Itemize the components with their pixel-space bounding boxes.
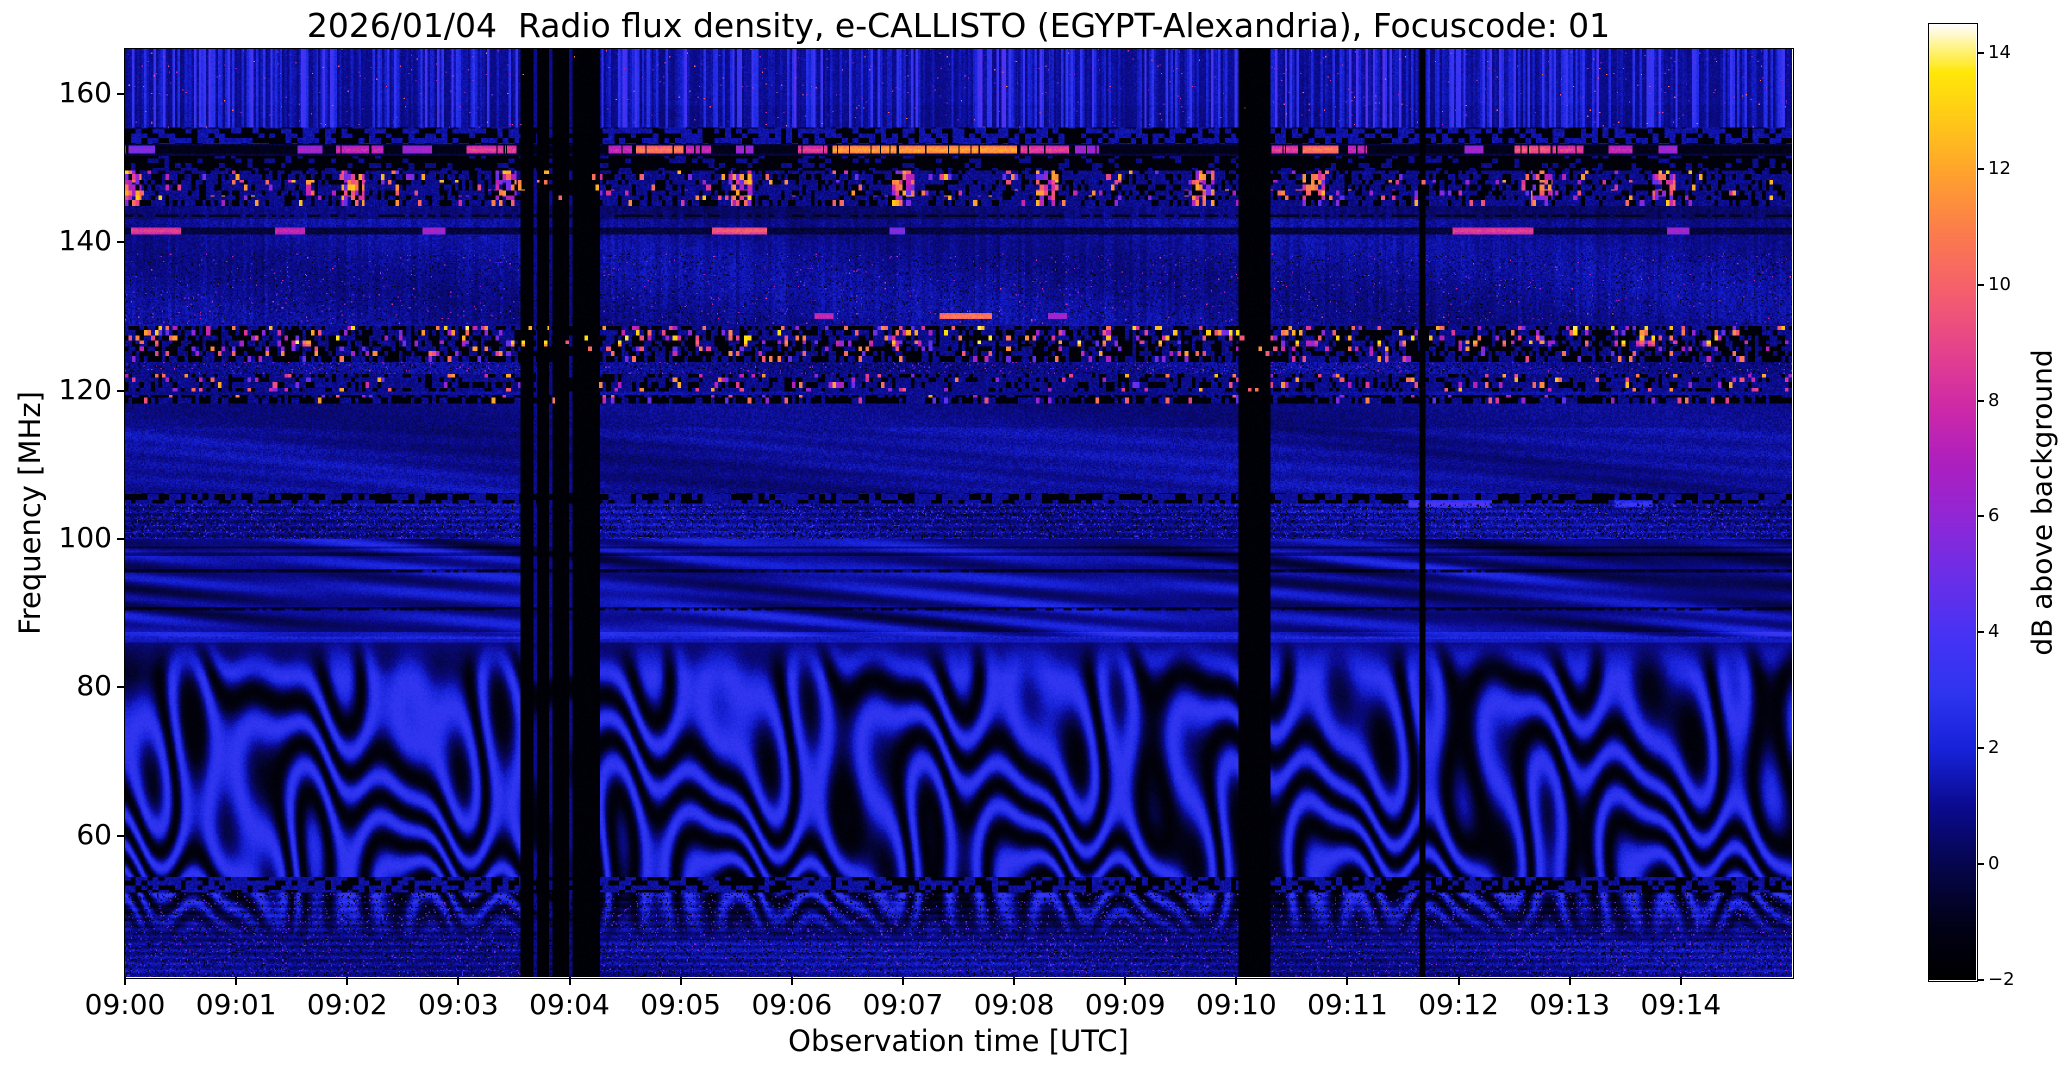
colorbar-tick-label: 12 bbox=[1988, 157, 2011, 179]
x-tick-label: 09:09 bbox=[1084, 988, 1166, 1021]
colorbar-tick-mark bbox=[1977, 979, 1984, 981]
colorbar-tick-mark bbox=[1977, 515, 1984, 518]
x-tick-label: 09:03 bbox=[418, 988, 499, 1021]
x-tick-mark bbox=[1124, 977, 1127, 985]
colorbar-tick-label: 2 bbox=[1988, 737, 2000, 759]
x-tick-label: 09:02 bbox=[306, 988, 388, 1021]
colorbar-tick-mark bbox=[1977, 167, 1984, 170]
y-axis-label: Frequency [MHz] bbox=[13, 391, 47, 635]
colorbar-canvas bbox=[1929, 24, 1976, 980]
x-tick-label: 09:10 bbox=[1195, 988, 1277, 1021]
colorbar-tick-mark bbox=[1977, 863, 1984, 866]
x-axis-label: Observation time [UTC] bbox=[788, 1024, 1129, 1058]
colorbar-tick-label: 4 bbox=[1988, 621, 2000, 643]
y-tick-label: 160 bbox=[58, 75, 112, 109]
x-tick-mark bbox=[790, 977, 793, 985]
x-tick-mark bbox=[235, 977, 238, 985]
x-tick-mark bbox=[1457, 977, 1460, 985]
colorbar-tick-label: 8 bbox=[1988, 389, 2000, 411]
colorbar-tick-label: 6 bbox=[1988, 505, 2000, 527]
x-tick-label: 09:04 bbox=[529, 988, 610, 1021]
x-tick-mark bbox=[124, 977, 126, 985]
colorbar-tick-mark bbox=[1977, 399, 1984, 402]
colorbar-tick-mark bbox=[1977, 51, 1984, 54]
y-tick-mark bbox=[117, 834, 125, 837]
x-tick-label: 09:08 bbox=[973, 988, 1055, 1021]
y-tick-mark bbox=[117, 389, 125, 392]
x-tick-mark bbox=[1679, 977, 1682, 985]
colorbar-tick-label: 14 bbox=[1988, 41, 2011, 63]
x-tick-label: 09:00 bbox=[84, 988, 166, 1021]
y-tick-mark bbox=[117, 686, 125, 689]
y-tick-mark bbox=[117, 92, 125, 95]
y-tick-label: 60 bbox=[76, 817, 112, 851]
x-tick-mark bbox=[679, 977, 682, 985]
x-tick-mark bbox=[1235, 977, 1238, 985]
colorbar-tick-mark bbox=[1977, 631, 1984, 634]
x-tick-mark bbox=[1013, 977, 1016, 985]
spectrogram-canvas bbox=[125, 49, 1792, 977]
x-tick-mark bbox=[457, 977, 460, 985]
y-tick-label: 140 bbox=[58, 224, 112, 258]
colorbar-tick-mark bbox=[1977, 283, 1984, 286]
x-tick-label: 09:07 bbox=[862, 988, 944, 1021]
x-tick-label: 09:05 bbox=[640, 988, 721, 1021]
x-tick-mark bbox=[568, 977, 571, 985]
y-tick-mark bbox=[117, 537, 125, 540]
colorbar-tick-mark bbox=[1977, 747, 1984, 750]
x-tick-mark bbox=[346, 977, 349, 985]
y-tick-mark bbox=[117, 241, 125, 244]
x-tick-mark bbox=[1346, 977, 1349, 985]
x-tick-label: 09:06 bbox=[751, 988, 833, 1021]
y-tick-label: 80 bbox=[76, 669, 112, 703]
colorbar-tick-label: 10 bbox=[1988, 273, 2011, 295]
colorbar-tick-label: 0 bbox=[1988, 853, 2000, 875]
x-tick-mark bbox=[901, 977, 904, 985]
x-tick-label: 09:13 bbox=[1529, 988, 1611, 1021]
x-tick-label: 09:11 bbox=[1307, 988, 1388, 1021]
colorbar-tick-label: −2 bbox=[1988, 969, 2015, 990]
x-tick-mark bbox=[1568, 977, 1571, 985]
y-tick-label: 120 bbox=[58, 372, 112, 406]
y-tick-label: 100 bbox=[58, 520, 112, 554]
x-tick-label: 09:01 bbox=[195, 988, 277, 1021]
x-tick-label: 09:14 bbox=[1640, 988, 1722, 1021]
chart-title: 2026/01/04 Radio flux density, e-CALLIST… bbox=[306, 6, 1611, 45]
x-tick-label: 09:12 bbox=[1418, 988, 1499, 1021]
